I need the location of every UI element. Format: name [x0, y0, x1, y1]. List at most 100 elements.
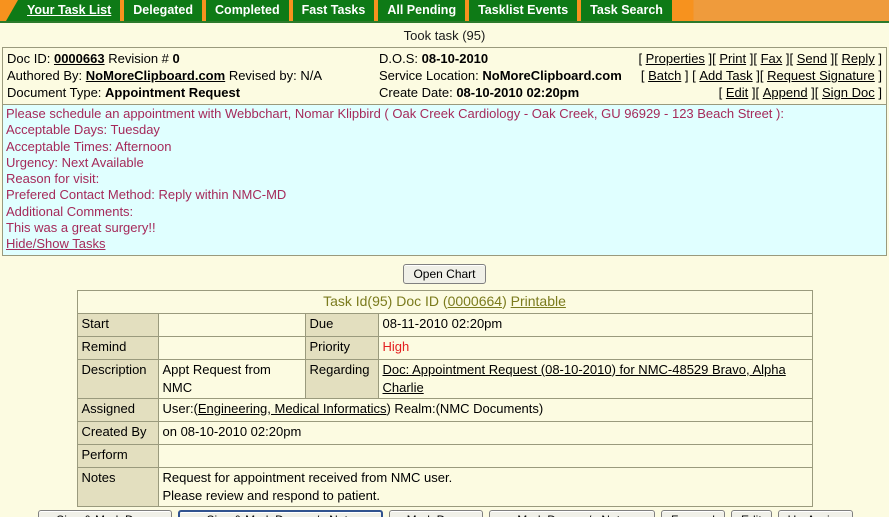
dos-label: D.O.S: [379, 51, 419, 66]
document-type-line: Document Type: Appointment Request [7, 84, 379, 101]
notes-line: Please review and respond to patient. [162, 487, 381, 503]
action-append[interactable]: Append [762, 85, 808, 100]
doc-id-link[interactable]: 0000663 [53, 51, 105, 66]
tab-label: Tasklist Events [478, 3, 569, 17]
table-row: Description Appt Request from NMC Regard… [76, 358, 813, 399]
tab-your-task-list[interactable]: Your Task List [18, 0, 123, 21]
service-location-value: NoMoreClipboard.com [482, 68, 622, 83]
revision-label: Revision # [108, 51, 169, 66]
table-row: Assigned User:(Engineering, Medical Info… [76, 397, 813, 422]
document-body-line: Prefered Contact Method: Reply within NM… [6, 187, 287, 203]
action-edit[interactable]: Edit [725, 85, 749, 100]
forward-button[interactable]: Forward [660, 509, 725, 517]
mark-done-wo-note-button[interactable]: Mark Done w/o Note [488, 509, 655, 517]
sign-mark-done-wo-note-button[interactable]: Sign & Mark Done w/o Note [177, 509, 383, 517]
description-value[interactable]: Appt Request from NMC [157, 358, 306, 399]
action-send[interactable]: Send [796, 51, 828, 66]
tab-label: Task Search [590, 3, 663, 17]
tab-bar-filler [674, 0, 889, 21]
action-add-task[interactable]: Add Task [699, 68, 753, 83]
description-label: Description [76, 358, 159, 399]
hide-show-tasks-row: Hide/Show Tasks [6, 236, 883, 252]
printable-link[interactable]: Printable [510, 292, 566, 309]
notes-value-cell[interactable]: Request for appointment received from NM… [157, 466, 813, 507]
tab-tasklist-events[interactable]: Tasklist Events [467, 0, 580, 21]
status-banner: Took task (95) [403, 28, 486, 43]
tab-label: Fast Tasks [301, 3, 366, 17]
priority-label: Priority [304, 335, 379, 360]
document-type-label: Document Type: [7, 85, 102, 100]
task-title-row: Task Id(95) Doc ID (0000664) Printable [76, 289, 813, 314]
tab-label: Your Task List [27, 3, 112, 17]
remind-value[interactable] [157, 335, 306, 360]
tab-delegated[interactable]: Delegated [122, 0, 205, 21]
document-body-line: Urgency: Next Available [6, 154, 144, 170]
due-label: Due [304, 312, 379, 337]
regarding-value-cell: Doc: Appointment Request (08-10-2010) fo… [377, 358, 813, 399]
start-value[interactable] [157, 312, 306, 337]
doc-id-line: Doc ID: 0000663 Revision # 0 [7, 50, 379, 67]
document-header-middle: D.O.S: 08-10-2010 Service Location: NoMo… [379, 50, 638, 101]
create-date-value: 08-10-2010 02:20pm [456, 85, 580, 100]
revised-by-value: N/A [300, 68, 323, 83]
tab-fast-tasks[interactable]: Fast Tasks [290, 0, 377, 21]
action-properties[interactable]: Properties [645, 51, 705, 66]
document-actions-row-1: [ Properties ][ Print ][ Fax ][ Send ][ … [638, 51, 882, 66]
authored-by-link[interactable]: NoMoreClipboard.com [85, 68, 226, 83]
task-doc-id-link[interactable]: 0000664 [447, 292, 503, 309]
document-header: Doc ID: 0000663 Revision # 0 Authored By… [3, 48, 886, 104]
mark-done-button[interactable]: Mark Done [388, 509, 483, 517]
regarding-label: Regarding [304, 358, 379, 399]
dos-value: 08-10-2010 [421, 51, 489, 66]
assigned-user-link[interactable]: Engineering, Medical Informatics [197, 400, 387, 416]
create-date-label: Create Date: [379, 85, 453, 100]
document-body-line: Acceptable Days: Tuesday [6, 122, 160, 138]
task-title-suffix: ) [502, 292, 507, 309]
perform-value[interactable] [157, 443, 813, 468]
tab-label: Delegated [133, 3, 194, 17]
table-row: Start Due 08-11-2010 02:20pm [76, 312, 813, 337]
document-body-line: Reason for visit: [6, 171, 100, 187]
tab-bar-left-corner [0, 0, 18, 21]
notes-line: Request for appointment received from NM… [162, 469, 453, 485]
assigned-value-cell: User:(Engineering, Medical Informatics) … [157, 397, 813, 422]
action-request-signature[interactable]: Request Signature [767, 68, 875, 83]
doc-id-label: Doc ID: [7, 51, 51, 66]
table-row: Created By on 08-10-2010 02:20pm [76, 420, 813, 445]
sign-mark-done-button[interactable]: Sign & Mark Done [38, 509, 172, 517]
document-body-line: Additional Comments: [6, 203, 134, 219]
table-row: Notes Request for appointment received f… [76, 466, 813, 507]
regarding-link[interactable]: Doc: Appointment Request (08-10-2010) fo… [382, 361, 786, 395]
action-print[interactable]: Print [719, 51, 747, 66]
document-body-line: This was a great surgery!! [6, 220, 156, 236]
document-header-left: Doc ID: 0000663 Revision # 0 Authored By… [7, 50, 379, 101]
created-by-value: on 08-10-2010 02:20pm [157, 420, 813, 445]
assigned-suffix: ) Realm:(NMC Documents) [386, 400, 544, 416]
task-action-button-row: Sign & Mark Done Sign & Mark Done w/o No… [36, 509, 854, 517]
main-tab-bar: Your Task List Delegated Completed Fast … [0, 0, 889, 23]
document-body-line: Please schedule an appointment with Webb… [6, 106, 784, 121]
hide-show-tasks-link[interactable]: Hide/Show Tasks [6, 236, 106, 252]
service-location-line: Service Location: NoMoreClipboard.com [379, 67, 638, 84]
due-value[interactable]: 08-11-2010 02:20pm [377, 312, 813, 337]
task-title-cell: Task Id(95) Doc ID (0000664) Printable [76, 289, 813, 314]
open-chart-button[interactable]: Open Chart [403, 263, 486, 284]
start-label: Start [76, 312, 159, 337]
document-type-value: Appointment Request [105, 85, 241, 100]
edit-button[interactable]: Edit [730, 509, 772, 517]
action-sign-doc[interactable]: Sign Doc [822, 85, 875, 100]
document-actions-row-2: [ Batch ] [ Add Task ][ Request Signatur… [640, 68, 882, 83]
action-reply[interactable]: Reply [841, 51, 875, 66]
create-date-line: Create Date: 08-10-2010 02:20pm [379, 84, 638, 101]
authored-by-label: Authored By: [7, 68, 83, 83]
revised-by-label: Revised by: [228, 68, 297, 83]
un-assign-button[interactable]: Un-Assign [777, 509, 854, 517]
table-row: Perform [76, 443, 813, 468]
action-fax[interactable]: Fax [760, 51, 783, 66]
document-body-line: Acceptable Times: Afternoon [6, 138, 172, 154]
action-batch[interactable]: Batch [648, 68, 682, 83]
tab-all-pending[interactable]: All Pending [376, 0, 468, 21]
tab-completed[interactable]: Completed [204, 0, 291, 21]
tab-task-search[interactable]: Task Search [579, 0, 674, 21]
